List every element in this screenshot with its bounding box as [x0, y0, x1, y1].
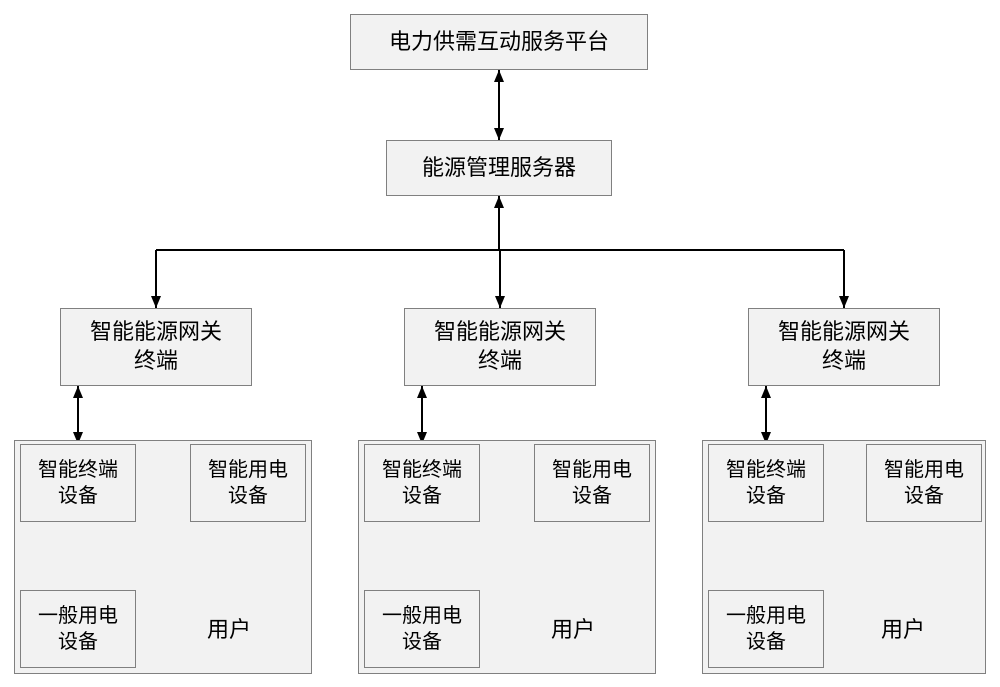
- node-genE2: 一般用电 设备: [364, 590, 480, 668]
- node-smartT3: 智能终端 设备: [708, 444, 824, 522]
- node-gateway2: 智能能源网关 终端: [404, 308, 596, 386]
- node-platform: 电力供需互动服务平台: [350, 14, 648, 70]
- node-server: 能源管理服务器: [386, 140, 612, 196]
- node-smartT2: 智能终端 设备: [364, 444, 480, 522]
- node-smartE1: 智能用电 设备: [190, 444, 306, 522]
- node-gateway1: 智能能源网关 终端: [60, 308, 252, 386]
- node-smartE2: 智能用电 设备: [534, 444, 650, 522]
- node-smartE3: 智能用电 设备: [866, 444, 982, 522]
- node-gateway3: 智能能源网关 终端: [748, 308, 940, 386]
- node-genE1: 一般用电 设备: [20, 590, 136, 668]
- diagram-canvas: 电力供需互动服务平台能源管理服务器智能能源网关 终端 智能能源网关 终端 智能能源网…: [0, 0, 1000, 687]
- node-genE3: 一般用电 设备: [708, 590, 824, 668]
- node-smartT1: 智能终端 设备: [20, 444, 136, 522]
